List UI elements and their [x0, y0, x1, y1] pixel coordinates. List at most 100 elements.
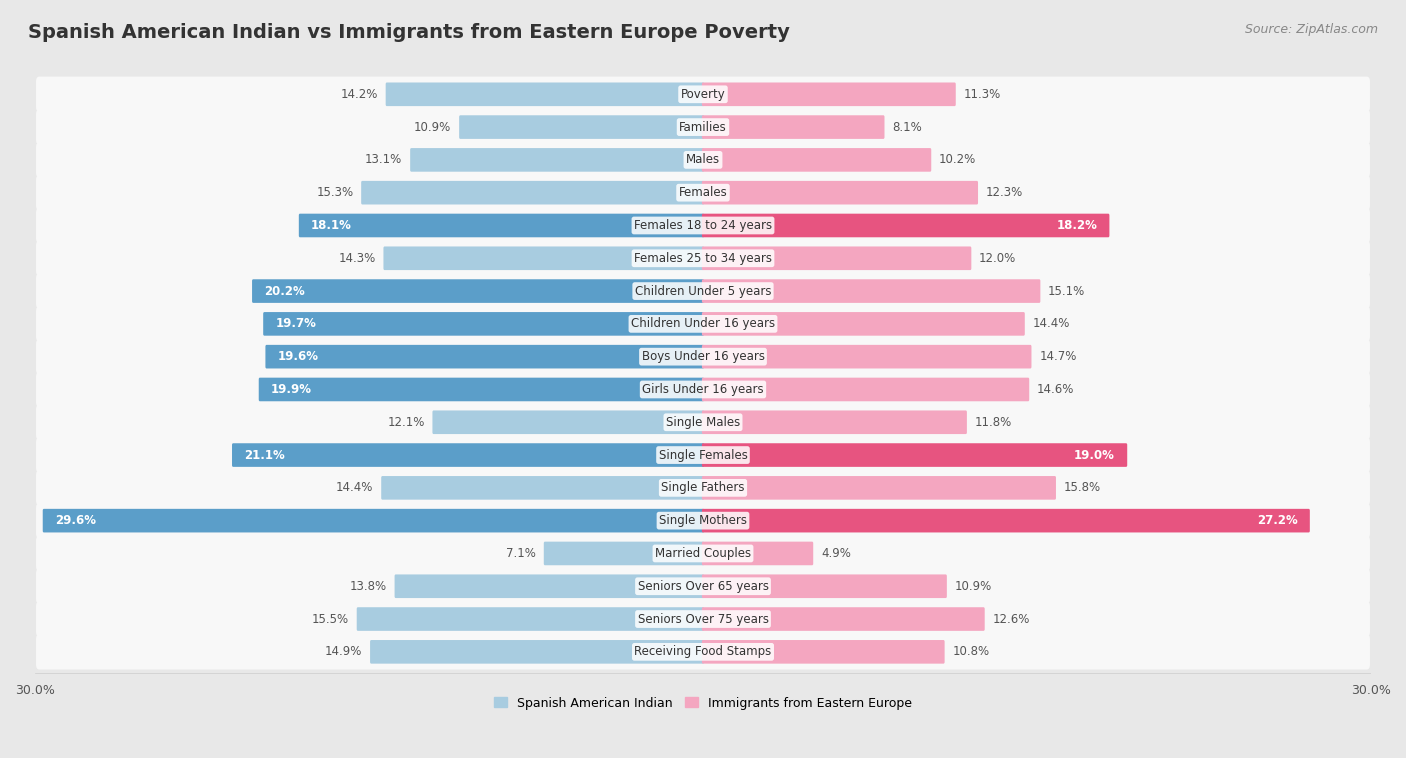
- Text: 14.4%: 14.4%: [1032, 318, 1070, 330]
- Text: 19.9%: 19.9%: [271, 383, 312, 396]
- Text: 21.1%: 21.1%: [245, 449, 285, 462]
- Text: 19.0%: 19.0%: [1074, 449, 1115, 462]
- FancyBboxPatch shape: [252, 279, 704, 303]
- Text: Single Males: Single Males: [666, 415, 740, 429]
- FancyBboxPatch shape: [395, 575, 704, 598]
- FancyBboxPatch shape: [37, 371, 1369, 407]
- FancyBboxPatch shape: [37, 634, 1369, 669]
- Text: 14.2%: 14.2%: [340, 88, 378, 101]
- FancyBboxPatch shape: [702, 312, 1025, 336]
- Text: 13.8%: 13.8%: [350, 580, 387, 593]
- Text: 10.9%: 10.9%: [415, 121, 451, 133]
- FancyBboxPatch shape: [702, 148, 931, 172]
- Text: 20.2%: 20.2%: [264, 284, 305, 298]
- Text: 15.3%: 15.3%: [316, 186, 353, 199]
- FancyBboxPatch shape: [433, 410, 704, 434]
- FancyBboxPatch shape: [702, 181, 979, 205]
- FancyBboxPatch shape: [37, 109, 1369, 145]
- FancyBboxPatch shape: [37, 405, 1369, 440]
- FancyBboxPatch shape: [37, 536, 1369, 572]
- Text: Single Females: Single Females: [658, 449, 748, 462]
- FancyBboxPatch shape: [37, 175, 1369, 211]
- Text: Females: Females: [679, 186, 727, 199]
- FancyBboxPatch shape: [37, 240, 1369, 276]
- Text: 15.1%: 15.1%: [1047, 284, 1085, 298]
- Text: Children Under 16 years: Children Under 16 years: [631, 318, 775, 330]
- FancyBboxPatch shape: [37, 437, 1369, 473]
- Text: 11.3%: 11.3%: [963, 88, 1001, 101]
- FancyBboxPatch shape: [37, 77, 1369, 112]
- FancyBboxPatch shape: [361, 181, 704, 205]
- FancyBboxPatch shape: [702, 476, 1056, 500]
- FancyBboxPatch shape: [702, 83, 956, 106]
- FancyBboxPatch shape: [37, 503, 1369, 538]
- FancyBboxPatch shape: [702, 345, 1032, 368]
- FancyBboxPatch shape: [37, 143, 1369, 177]
- Text: Males: Males: [686, 153, 720, 167]
- FancyBboxPatch shape: [702, 214, 1109, 237]
- FancyBboxPatch shape: [37, 568, 1369, 604]
- FancyBboxPatch shape: [702, 640, 945, 664]
- FancyBboxPatch shape: [702, 115, 884, 139]
- Text: Children Under 5 years: Children Under 5 years: [634, 284, 772, 298]
- Text: Girls Under 16 years: Girls Under 16 years: [643, 383, 763, 396]
- FancyBboxPatch shape: [702, 410, 967, 434]
- Text: 14.7%: 14.7%: [1039, 350, 1077, 363]
- FancyBboxPatch shape: [42, 509, 704, 532]
- FancyBboxPatch shape: [385, 83, 704, 106]
- Text: Spanish American Indian vs Immigrants from Eastern Europe Poverty: Spanish American Indian vs Immigrants fr…: [28, 23, 790, 42]
- FancyBboxPatch shape: [702, 542, 813, 565]
- Text: 4.9%: 4.9%: [821, 547, 851, 560]
- Text: 8.1%: 8.1%: [893, 121, 922, 133]
- Text: Females 25 to 34 years: Females 25 to 34 years: [634, 252, 772, 265]
- Text: Females 18 to 24 years: Females 18 to 24 years: [634, 219, 772, 232]
- FancyBboxPatch shape: [702, 443, 1128, 467]
- Text: 11.8%: 11.8%: [974, 415, 1012, 429]
- Text: 18.2%: 18.2%: [1056, 219, 1097, 232]
- FancyBboxPatch shape: [357, 607, 704, 631]
- FancyBboxPatch shape: [37, 274, 1369, 309]
- FancyBboxPatch shape: [37, 601, 1369, 637]
- Text: 10.8%: 10.8%: [952, 645, 990, 659]
- FancyBboxPatch shape: [702, 509, 1310, 532]
- FancyBboxPatch shape: [299, 214, 704, 237]
- Text: Seniors Over 75 years: Seniors Over 75 years: [637, 612, 769, 625]
- Text: Boys Under 16 years: Boys Under 16 years: [641, 350, 765, 363]
- FancyBboxPatch shape: [411, 148, 704, 172]
- FancyBboxPatch shape: [702, 377, 1029, 401]
- FancyBboxPatch shape: [702, 246, 972, 270]
- Text: Receiving Food Stamps: Receiving Food Stamps: [634, 645, 772, 659]
- Text: 15.5%: 15.5%: [312, 612, 349, 625]
- Text: Poverty: Poverty: [681, 88, 725, 101]
- FancyBboxPatch shape: [37, 339, 1369, 374]
- FancyBboxPatch shape: [37, 306, 1369, 342]
- FancyBboxPatch shape: [266, 345, 704, 368]
- FancyBboxPatch shape: [232, 443, 704, 467]
- Text: 10.2%: 10.2%: [939, 153, 976, 167]
- Text: 12.0%: 12.0%: [979, 252, 1017, 265]
- FancyBboxPatch shape: [702, 607, 984, 631]
- Text: 18.1%: 18.1%: [311, 219, 352, 232]
- Text: Families: Families: [679, 121, 727, 133]
- FancyBboxPatch shape: [37, 470, 1369, 506]
- Text: Source: ZipAtlas.com: Source: ZipAtlas.com: [1244, 23, 1378, 36]
- FancyBboxPatch shape: [544, 542, 704, 565]
- Legend: Spanish American Indian, Immigrants from Eastern Europe: Spanish American Indian, Immigrants from…: [489, 691, 917, 715]
- FancyBboxPatch shape: [381, 476, 704, 500]
- Text: Married Couples: Married Couples: [655, 547, 751, 560]
- FancyBboxPatch shape: [702, 279, 1040, 303]
- Text: 29.6%: 29.6%: [55, 514, 96, 527]
- Text: 12.3%: 12.3%: [986, 186, 1024, 199]
- Text: 19.6%: 19.6%: [277, 350, 319, 363]
- Text: 19.7%: 19.7%: [276, 318, 316, 330]
- Text: 14.4%: 14.4%: [336, 481, 374, 494]
- Text: Seniors Over 65 years: Seniors Over 65 years: [637, 580, 769, 593]
- Text: 13.1%: 13.1%: [366, 153, 402, 167]
- Text: Single Mothers: Single Mothers: [659, 514, 747, 527]
- Text: 12.6%: 12.6%: [993, 612, 1029, 625]
- FancyBboxPatch shape: [370, 640, 704, 664]
- Text: 14.3%: 14.3%: [339, 252, 375, 265]
- FancyBboxPatch shape: [702, 575, 946, 598]
- FancyBboxPatch shape: [263, 312, 704, 336]
- FancyBboxPatch shape: [384, 246, 704, 270]
